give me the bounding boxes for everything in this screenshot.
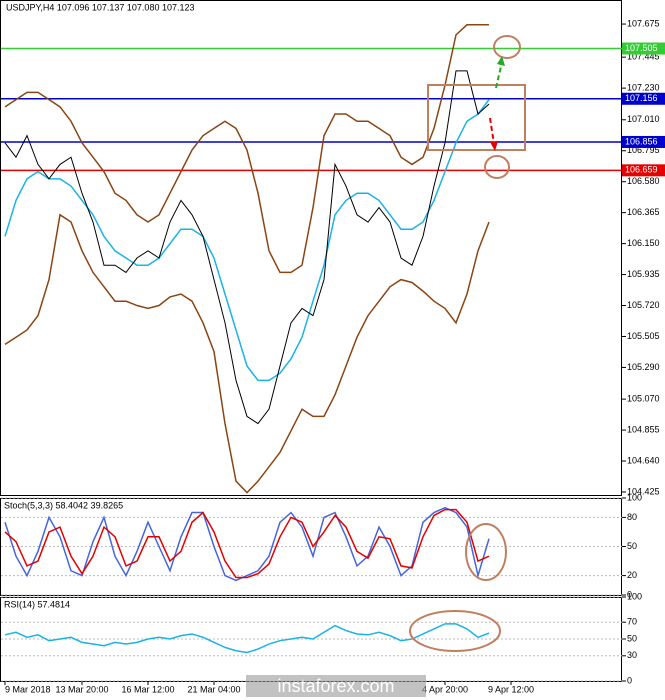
rsi-title: RSI(14) 57.4814 (4, 599, 70, 609)
y-tick-label: 105.070 (627, 393, 660, 403)
y-tick-label: 105.290 (627, 362, 660, 372)
y-tick-label: 105.935 (627, 269, 660, 279)
stoch-circle (465, 523, 507, 581)
y-tick-label: 70 (627, 617, 637, 627)
y-tick-label: 104.425 (627, 486, 660, 496)
x-tick-label: 9 Apr 12:00 (488, 684, 534, 694)
y-tick-label: 106.150 (627, 238, 660, 248)
down-arrowhead (490, 141, 498, 151)
series-line (4, 99, 490, 382)
y-tick-label: 107.230 (627, 82, 660, 92)
y-tick-label: 106.795 (627, 145, 660, 155)
x-tick-label: 9 Mar 2018 (5, 684, 51, 694)
y-tick-label: 105.505 (627, 331, 660, 341)
y-tick-label: 106.580 (627, 176, 660, 186)
series-line (4, 70, 490, 425)
y-tick-label: 0 (627, 589, 632, 599)
main-frame (0, 0, 622, 496)
x-tick-label: 21 Mar 04:00 (187, 684, 240, 694)
down-arrow (489, 117, 495, 145)
y-tick-label: 80 (627, 512, 637, 522)
annotations (409, 35, 526, 652)
level-label: 107.156 (625, 93, 658, 103)
target-circle (493, 35, 521, 59)
y-tick-label: 106.365 (627, 207, 660, 217)
y-tick-label: 105.720 (627, 300, 660, 310)
level-label: 107.505 (625, 43, 658, 53)
y-tick-label: 0 (627, 675, 632, 685)
y-tick-label: 20 (627, 570, 637, 580)
x-tick-label: 4 Apr 20:00 (422, 684, 468, 694)
y-tick-label: 50 (627, 633, 637, 643)
y-tick-label: 107.445 (627, 52, 660, 62)
y-tick-label: 104.855 (627, 424, 660, 434)
rsi-circle (409, 610, 501, 652)
level-label-box (622, 42, 665, 55)
y-tick-label: 100 (627, 591, 642, 601)
y-tick-label: 100 (627, 492, 642, 502)
y-tick-label: 104.640 (627, 455, 660, 465)
y-tick-label: 50 (627, 541, 637, 551)
watermark: instaforex.com (277, 676, 394, 696)
x-tick-label: 16 Mar 12:00 (121, 684, 174, 694)
level-label-box (622, 92, 665, 105)
y-tick-label: 30 (627, 650, 637, 660)
level-label: 106.856 (625, 136, 658, 146)
target-circle (484, 155, 510, 179)
chart-title: USDJPY,H4 107.096 107.137 107.080 107.12… (6, 2, 195, 12)
up-arrow (495, 61, 503, 89)
series-line (4, 506, 490, 582)
level-label-box (622, 164, 665, 177)
stoch-title: Stoch(5,3,3) 58.4042 39.8265 (4, 500, 123, 510)
x-tick-label: 13 Mar 20:00 (55, 684, 108, 694)
series-line (4, 623, 490, 654)
y-tick-label: 107.675 (627, 18, 660, 28)
series-line (4, 213, 490, 494)
series-line (4, 508, 490, 579)
y-tick-label: 107.010 (627, 114, 660, 124)
series-line (4, 24, 489, 274)
level-label-box (622, 135, 665, 148)
level-label: 106.659 (625, 165, 658, 175)
up-arrowhead (497, 56, 505, 66)
range-box (427, 84, 526, 151)
